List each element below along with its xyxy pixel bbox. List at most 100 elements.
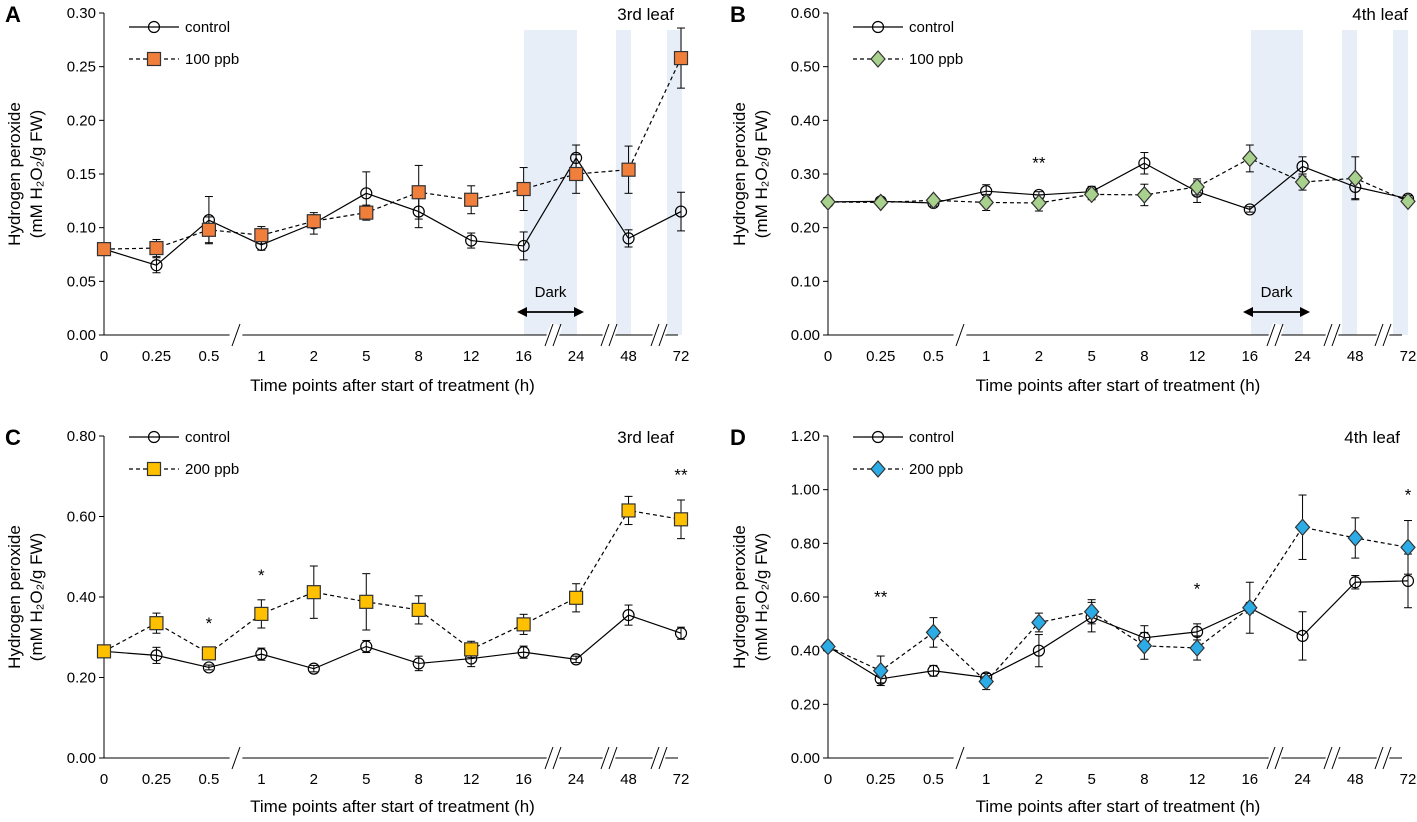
legend-label: 100 ppb	[185, 51, 239, 68]
dark-arrow-right-head	[574, 307, 584, 317]
axis-break-icon	[226, 322, 246, 348]
x-tick-label: 8	[1140, 348, 1148, 365]
data-point	[1347, 529, 1364, 547]
data-point	[1032, 644, 1046, 657]
data-point	[360, 187, 373, 200]
axis-break-icon	[649, 745, 669, 771]
data-point	[622, 609, 635, 622]
axis-break-mask	[599, 322, 619, 348]
data-point	[150, 259, 163, 272]
x-tick-label: 72	[1400, 771, 1417, 788]
axis-break-stroke	[658, 323, 668, 347]
data-point	[1136, 186, 1153, 204]
axis-break-stroke	[552, 323, 562, 347]
x-tick-label: 8	[415, 348, 423, 365]
axis-break-stroke	[600, 746, 610, 770]
panel-a: Dark 0.00 0.05 0.10 0.15 0.20 0.25 0.30 0 0.25 0.5…	[5, 2, 689, 395]
y-tick-label: 0.20	[67, 112, 96, 129]
data-point	[621, 503, 636, 518]
x-tick-label: 0.25	[866, 771, 895, 788]
axis-break-icon	[1265, 322, 1285, 348]
x-tick-label: 24	[1294, 348, 1311, 365]
axis-break-stroke	[1331, 746, 1341, 770]
panel-letter: A	[5, 2, 21, 27]
x-tick-label: 24	[1294, 771, 1311, 788]
x-tick-label: 0.25	[142, 771, 171, 788]
x-tick-label: 12	[463, 771, 480, 788]
data-point	[1083, 185, 1100, 204]
legend-marker	[147, 430, 161, 444]
x-tick-label: 8	[415, 771, 423, 788]
axis-break-mask	[1373, 322, 1393, 348]
axis-break-stroke	[1323, 323, 1333, 347]
axis-break-mask	[543, 745, 563, 771]
axis-break-icon	[950, 745, 970, 771]
data-point	[517, 646, 530, 659]
series-line	[827, 162, 1409, 211]
axis-break-mask	[1265, 322, 1285, 348]
x-tick-label: 2	[1035, 348, 1043, 365]
y-axis-subtitle: (mM H₂O₂/g FW)	[27, 110, 46, 238]
data-point	[978, 672, 994, 691]
legend-marker	[146, 461, 162, 477]
legend-label: 200 ppb	[909, 461, 963, 478]
series-control	[821, 553, 1415, 685]
x-tick-label: 0.5	[198, 348, 219, 365]
data-point	[820, 637, 836, 656]
axis-break-icon	[950, 322, 970, 348]
x-tick-label: 12	[1189, 771, 1206, 788]
dark-period-band	[1393, 30, 1408, 335]
legend-label: 100 ppb	[909, 51, 963, 68]
significance-marker: *	[1194, 579, 1201, 598]
significance-marker: *	[258, 566, 265, 585]
data-point	[1083, 602, 1100, 621]
data-point	[96, 242, 112, 257]
data-point	[568, 166, 584, 182]
axis-break-stroke	[1266, 323, 1276, 347]
data-point	[927, 664, 940, 677]
data-point	[516, 181, 531, 197]
axis-break-stroke	[600, 323, 610, 347]
x-tick-label: 48	[1347, 348, 1364, 365]
data-point	[96, 644, 112, 659]
y-tick-label: 0.60	[67, 509, 96, 526]
x-tick-label: 24	[568, 348, 585, 365]
dark-period-band	[524, 30, 577, 335]
x-axis-title: Time points after start of treatment (h)	[976, 797, 1261, 816]
data-point	[1347, 169, 1364, 188]
x-tick-label: 0	[100, 771, 108, 788]
x-tick-label: 16	[515, 771, 532, 788]
significance-marker: *	[206, 614, 213, 633]
data-point	[1242, 149, 1258, 168]
data-point	[202, 661, 216, 674]
y-tick-label: 0.00	[791, 750, 820, 767]
y-tick-label: 0.80	[791, 535, 820, 552]
leaf-label: 4th leaf	[1352, 5, 1408, 24]
data-point	[872, 193, 889, 212]
series-control	[97, 144, 688, 274]
data-point	[306, 585, 321, 600]
x-axis-title: Time points after start of treatment (h)	[976, 376, 1261, 395]
significance-marker: *	[1405, 485, 1412, 504]
series-line	[103, 614, 682, 670]
legend-marker	[871, 20, 885, 34]
axis-break-stroke	[1374, 746, 1384, 770]
y-axis-title: Hydrogen peroxide	[5, 525, 24, 669]
data-point	[1136, 636, 1153, 655]
x-axis-title: Time points after start of treatment (h)	[250, 376, 535, 395]
data-point	[674, 627, 688, 640]
legend-marker	[870, 460, 886, 478]
x-tick-label: 2	[1035, 771, 1043, 788]
x-tick-label: 0.5	[198, 771, 219, 788]
y-tick-label: 0.30	[67, 5, 96, 22]
axis-break-icon	[543, 322, 563, 348]
series-line	[827, 157, 1409, 204]
data-point	[1400, 538, 1416, 557]
legend-label: control	[909, 19, 954, 36]
significance-marker: **	[874, 587, 888, 606]
y-tick-label: 0.20	[791, 220, 820, 237]
x-tick-label: 0.25	[142, 348, 171, 365]
axis-break-mask	[1322, 322, 1342, 348]
series-100-ppb	[96, 27, 689, 258]
legend-label: control	[909, 429, 954, 446]
